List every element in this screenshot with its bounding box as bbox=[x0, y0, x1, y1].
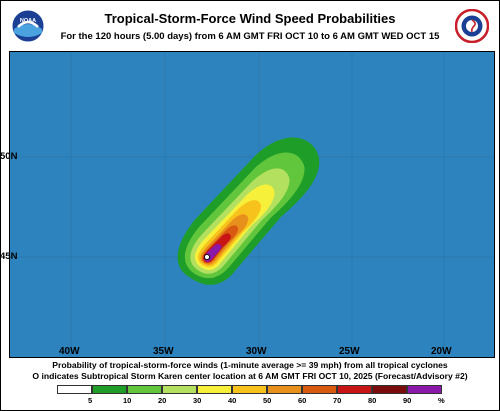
legend-swatch bbox=[92, 385, 127, 394]
legend-label: 60 bbox=[298, 396, 307, 405]
probability-contours bbox=[177, 137, 320, 285]
lon-label-35w: 35W bbox=[153, 346, 174, 357]
header: NOAA Tropical-Storm-Force Wind Speed Pro… bbox=[1, 1, 499, 49]
lat-label-45n: 45N bbox=[0, 251, 18, 262]
svg-text:NOAA: NOAA bbox=[20, 18, 36, 24]
legend-swatch bbox=[372, 385, 407, 394]
legend-swatch bbox=[267, 385, 302, 394]
legend-swatch bbox=[162, 385, 197, 394]
legend-label: 20 bbox=[158, 396, 167, 405]
probability-map bbox=[9, 51, 495, 358]
lon-label-20w: 20W bbox=[431, 346, 452, 357]
legend-swatch bbox=[302, 385, 337, 394]
legend-label: 70 bbox=[333, 396, 342, 405]
legend-label: % bbox=[438, 396, 445, 405]
legend-swatch bbox=[337, 385, 372, 394]
legend-label: 5 bbox=[88, 396, 93, 405]
noaa-logo: NOAA bbox=[11, 9, 45, 43]
legend-label: 90 bbox=[403, 396, 412, 405]
legend-label: 40 bbox=[228, 396, 237, 405]
legend-swatch bbox=[232, 385, 267, 394]
legend-swatch bbox=[57, 385, 92, 394]
map-canvas bbox=[10, 52, 494, 357]
legend-label: 10 bbox=[123, 396, 132, 405]
caption-line-1: Probability of tropical-storm-force wind… bbox=[52, 360, 448, 370]
legend-label: 50 bbox=[263, 396, 272, 405]
legend-swatch bbox=[407, 385, 442, 394]
legend-label: 30 bbox=[193, 396, 202, 405]
lon-label-30w: 30W bbox=[246, 346, 267, 357]
lat-label-50n: 50N bbox=[0, 151, 18, 162]
lon-label-25w: 25W bbox=[339, 346, 360, 357]
legend-swatch bbox=[197, 385, 232, 394]
legend-swatch bbox=[127, 385, 162, 394]
storm-center-marker bbox=[203, 253, 211, 261]
page-title: Tropical-Storm-Force Wind Speed Probabil… bbox=[104, 11, 396, 26]
lon-label-40w: 40W bbox=[59, 346, 80, 357]
legend-label: 80 bbox=[368, 396, 377, 405]
page-subtitle: For the 120 hours (5.00 days) from 6 AM … bbox=[60, 31, 440, 42]
caption-line-2: O indicates Subtropical Storm Karen cent… bbox=[32, 371, 468, 381]
national-weather-service-logo bbox=[455, 9, 489, 43]
